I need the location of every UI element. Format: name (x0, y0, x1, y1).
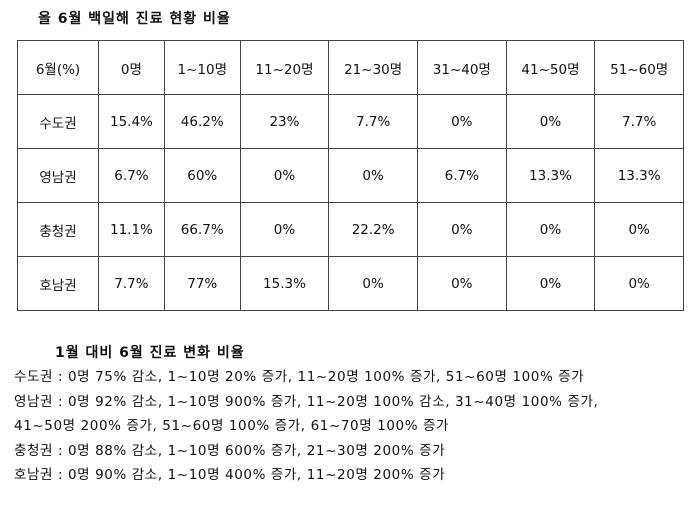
cell: 6.7% (98, 148, 165, 203)
cell: 7.7% (594, 94, 684, 149)
cell: 11.1% (98, 202, 165, 257)
cell: 충청권 (17, 202, 99, 257)
header-cell: 21~30명 (328, 40, 418, 95)
cell: 23% (239, 94, 330, 149)
row: 영남권 6.7% 60% 0% 0% 6.7% 13.3% 13.3% (17, 148, 684, 203)
cell: 0% (594, 202, 684, 257)
header-cell: 51~60명 (594, 40, 684, 95)
row: 수도권 15.4% 46.2% 23% 7.7% 0% 0% 7.7% (17, 94, 684, 149)
cell: 7.7% (98, 256, 165, 311)
title: 올 6월 백일해 진료 현황 비율 (38, 11, 231, 27)
cell: 77% (163, 256, 241, 311)
header-cell: 0명 (98, 40, 165, 95)
row: 호남권 7.7% 77% 15.3% 0% 0% 0% 0% (17, 256, 684, 311)
header-row: 6월(%) 0명 1~10명 11~20명 21~30명 31~40명 41~50명 51~6… (17, 40, 684, 95)
change-line: 수도권 : 0명 75% 감소, 1~10명 20% 증가, 11~20명 10… (14, 369, 585, 385)
table: 6월(%) 0명 1~10명 11~20명 21~30명 31~40명 41~50명 51~6… (17, 40, 684, 311)
cell: 15.4% (98, 94, 165, 149)
cell: 0% (505, 202, 596, 257)
cell: 0% (505, 256, 596, 311)
cell: 22.2% (328, 202, 418, 257)
section-title: 1월 대비 6월 진료 변화 비율 (55, 345, 245, 361)
cell: 13.3% (505, 148, 596, 203)
cell: 0% (328, 148, 418, 203)
header-cell: 41~50명 (505, 40, 596, 95)
change-line: 영남권 : 0명 92% 감소, 1~10명 900% 증가, 11~20명 1… (14, 393, 599, 410)
cell: 0% (505, 94, 596, 149)
cell: 13.3% (594, 148, 684, 203)
cell: 6.7% (416, 148, 507, 203)
cell: 0% (416, 202, 507, 257)
cell: 0% (239, 148, 330, 203)
change-list: 수도권 : 0명 75% 감소, 1~10명 20% 증가, 11~20명 10… (14, 365, 598, 488)
row: 충청권 11.1% 66.7% 0% 22.2% 0% 0% 0% (17, 202, 684, 257)
cell: 0% (594, 256, 684, 311)
header-cell: 31~40명 (416, 40, 507, 95)
cell: 영남권 (17, 148, 99, 203)
cell: 7.7% (328, 94, 418, 149)
cell: 0% (239, 202, 330, 257)
cell: 0% (416, 256, 507, 311)
header-cell: 1~10명 (163, 40, 241, 95)
cell: 0% (328, 256, 418, 311)
cell: 46.2% (163, 94, 241, 149)
cell: 60% (163, 148, 241, 203)
change-line: 충청권 : 0명 88% 감소, 1~10명 600% 증가, 21~30명 2… (14, 442, 446, 459)
header-cell: 6월(%) (17, 40, 99, 95)
cell: 수도권 (17, 94, 99, 149)
change-line: 호남권 : 0명 90% 감소, 1~10명 400% 증가, 11~20명 2… (14, 467, 446, 483)
change-line: 41~50명 200% 증가, 51~60명 100% 증가, 61~70명 1… (14, 418, 450, 434)
cell: 0% (416, 94, 507, 149)
cell: 66.7% (163, 202, 241, 257)
cell: 호남권 (17, 256, 99, 311)
header-cell: 11~20명 (239, 40, 330, 95)
cell: 15.3% (239, 256, 330, 311)
